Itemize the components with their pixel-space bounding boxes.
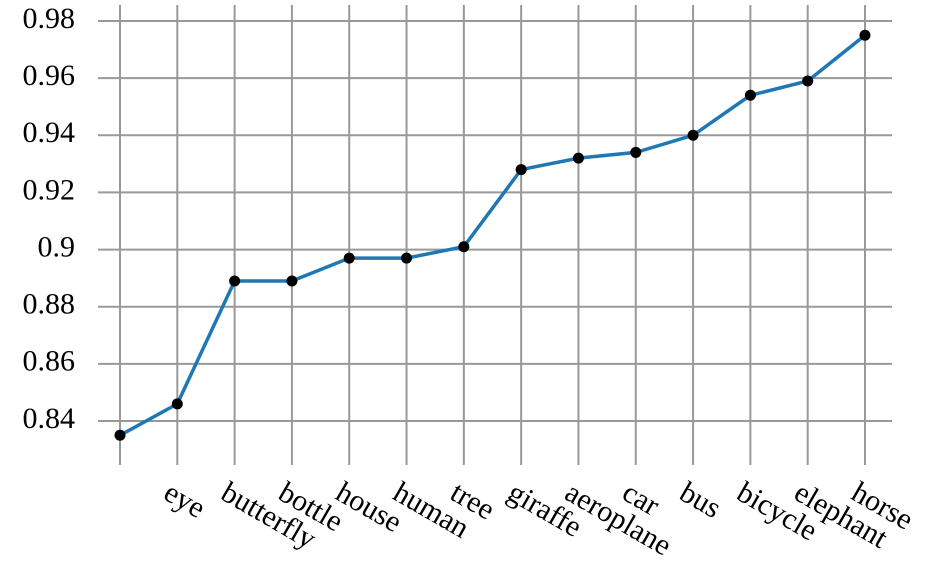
- point: [515, 164, 527, 176]
- point: [229, 275, 241, 287]
- point: [171, 398, 183, 410]
- y-tick-label: 0.86: [23, 345, 76, 378]
- point: [859, 29, 871, 41]
- x-tick-label: eye: [158, 475, 211, 524]
- point: [802, 75, 814, 87]
- y-tick-label: 0.88: [23, 288, 76, 321]
- y-tick-label: 0.92: [23, 173, 76, 206]
- x-tick-label: bus: [674, 475, 727, 524]
- point: [458, 241, 470, 253]
- y-tick-label: 0.94: [23, 116, 76, 149]
- y-tick-label: 0.9: [38, 230, 76, 263]
- point: [114, 429, 126, 441]
- y-tick-label: 0.96: [23, 59, 76, 92]
- point: [286, 275, 298, 287]
- y-tick-label: 0.84: [23, 402, 76, 435]
- line: [119, 33, 867, 437]
- point: [744, 89, 756, 101]
- y-tick-label: 0.98: [23, 2, 76, 35]
- point: [401, 252, 413, 264]
- point: [343, 252, 355, 264]
- point: [572, 152, 584, 164]
- point: [630, 146, 642, 158]
- point: [687, 129, 699, 141]
